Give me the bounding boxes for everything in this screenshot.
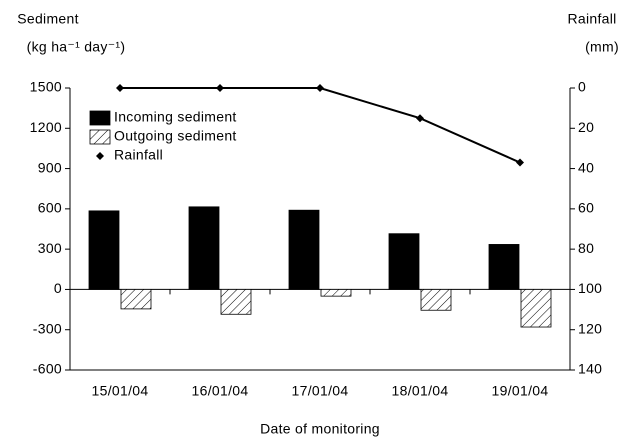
legend-marker	[96, 152, 104, 160]
y2-tick-label: 140	[578, 361, 602, 377]
y2-tick-label: 60	[578, 200, 594, 216]
bar	[520, 289, 552, 328]
y2-tick-label: 20	[578, 119, 594, 135]
legend-swatch	[89, 110, 111, 126]
legend-swatch	[89, 129, 111, 145]
marker	[316, 84, 324, 92]
y2-tick-label: 80	[578, 240, 594, 256]
line	[120, 87, 521, 164]
bar	[188, 206, 220, 290]
y2-tick-label: 120	[578, 320, 602, 336]
x-tick-label: 17/01/04	[292, 383, 349, 399]
y-tick-label: 300	[38, 240, 62, 256]
y-tick-label: -300	[33, 320, 62, 336]
legend-label: Outgoing sediment	[114, 128, 237, 144]
marker	[116, 84, 124, 92]
y2-tick-label: 40	[578, 159, 594, 175]
y-tick-label: 1500	[30, 79, 62, 95]
bar	[488, 244, 520, 290]
y2-tick-label: 0	[578, 79, 586, 95]
y2-axis-unit: (mm)	[585, 39, 619, 55]
x-tick-label: 15/01/04	[92, 383, 149, 399]
y2-tick-label: 100	[578, 280, 602, 296]
bar	[420, 289, 452, 311]
y-tick-label: 0	[54, 280, 62, 296]
y2-axis-title: Rainfall	[567, 11, 616, 27]
y-tick-label: 600	[38, 200, 62, 216]
marker	[216, 84, 224, 92]
y-tick-label: -600	[33, 361, 62, 377]
bar	[120, 289, 152, 310]
legend-label: Rainfall	[114, 147, 163, 163]
y-tick-label: 900	[38, 159, 62, 175]
marker	[516, 158, 524, 167]
x-axis-title: Date of monitoring	[260, 421, 380, 437]
y-axis-unit: (kg ha⁻¹ day⁻¹)	[27, 39, 126, 55]
x-tick-label: 18/01/04	[392, 383, 449, 399]
marker	[416, 114, 424, 123]
x-tick-label: 16/01/04	[192, 383, 249, 399]
bar	[88, 210, 120, 290]
bar	[220, 289, 252, 315]
x-tick-label: 19/01/04	[492, 383, 549, 399]
y-tick-label: 1200	[30, 119, 62, 135]
y-axis-title: Sediment	[17, 11, 79, 27]
bar	[388, 233, 420, 290]
bar	[320, 289, 352, 297]
bar	[288, 209, 320, 290]
legend-label: Incoming sediment	[114, 109, 237, 125]
